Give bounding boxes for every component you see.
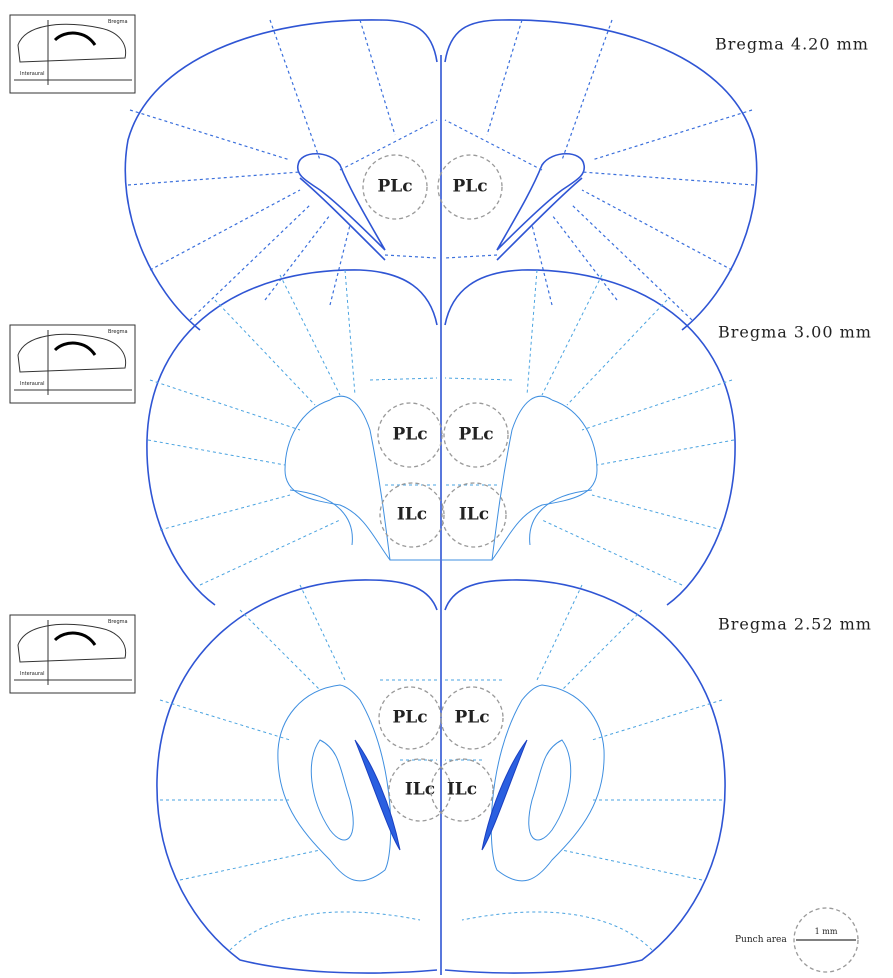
region-label: ILc: [459, 505, 489, 525]
bregma-label: Bregma 2.52 mm: [718, 615, 872, 634]
bregma-label: Bregma 4.20 mm: [715, 35, 869, 54]
inset-label: Bregma: [108, 329, 128, 335]
inset-label: Interaural: [20, 381, 44, 387]
region-label: PLc: [392, 425, 427, 445]
labels: Bregma 4.20 mm PLc PLc Bregma 3.00 mm PLc PLc…: [20, 19, 872, 972]
legend-label: Punch area: [735, 935, 787, 945]
region-label: ILc: [405, 780, 435, 800]
bregma-label: Bregma 3.00 mm: [718, 323, 872, 342]
inset-label: Interaural: [20, 671, 44, 677]
region-label: ILc: [447, 780, 477, 800]
scale-label: 1 mm: [815, 927, 838, 936]
region-label: PLc: [458, 425, 493, 445]
region-label: PLc: [454, 708, 489, 728]
inset-maps: [10, 15, 135, 693]
atlas-figure: Bregma 4.20 mm PLc PLc Bregma 3.00 mm PLc PLc…: [0, 0, 893, 978]
inset-label: Bregma: [108, 619, 128, 625]
region-label: PLc: [377, 177, 412, 197]
inset-label: Bregma: [108, 19, 128, 25]
section-1-outline: [125, 20, 756, 975]
region-label: PLc: [392, 708, 427, 728]
inset-label: Interaural: [20, 71, 44, 77]
region-label: PLc: [452, 177, 487, 197]
region-label: ILc: [397, 505, 427, 525]
